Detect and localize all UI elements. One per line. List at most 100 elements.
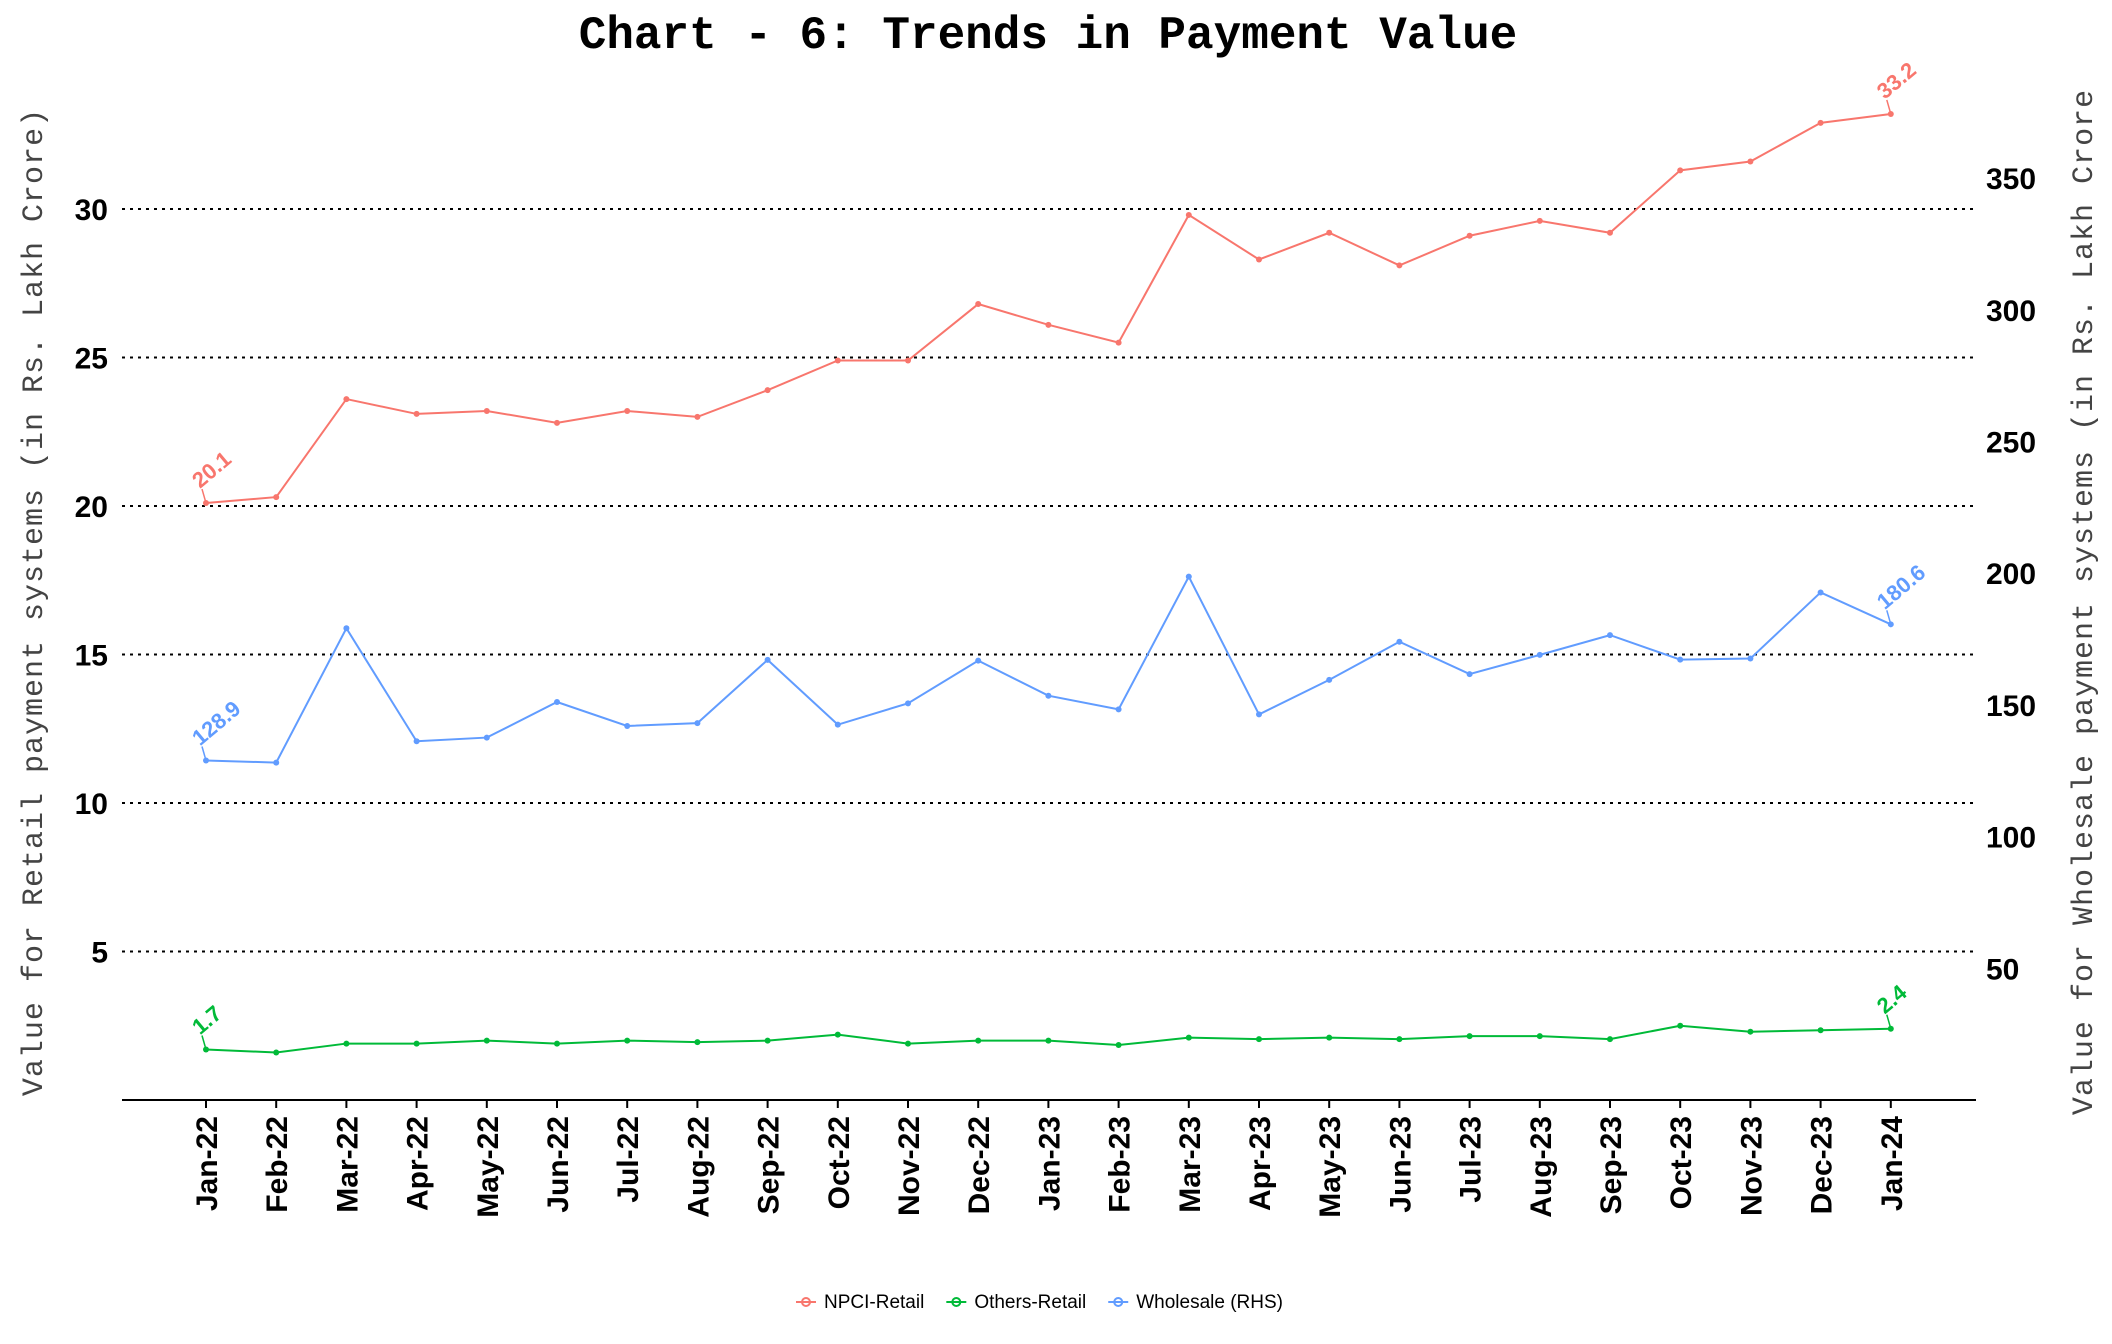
data-point [905, 357, 911, 364]
data-label: 128.9 [187, 696, 245, 751]
data-point [413, 410, 420, 417]
x-tick-label: Apr-23 [1244, 1116, 1277, 1211]
data-point [1185, 1034, 1192, 1041]
data-point [554, 699, 560, 706]
x-tick-label: Nov-22 [893, 1116, 926, 1216]
x-tick-label: Feb-23 [1104, 1116, 1137, 1213]
data-point [554, 419, 560, 426]
series-wholesale-rhs-: 128.9 180.6 [187, 560, 1930, 766]
legend-label: Wholesale (RHS) [1136, 1292, 1283, 1313]
data-point [624, 722, 631, 729]
label-leader [1886, 99, 1892, 115]
series-npci-retail: 20.1 33.2 [187, 57, 1921, 507]
left-axis-ticks: 5 10 15 20 25 30 [75, 194, 108, 970]
data-point [1536, 217, 1543, 224]
series-line [205, 112, 1891, 505]
x-tick-label: Jul-23 [1455, 1116, 1488, 1203]
data-point [905, 700, 911, 707]
data-point [834, 721, 841, 728]
right-tick-label: 100 [1986, 822, 2036, 855]
chart-title: Chart - 6: Trends in Payment Value [579, 10, 1518, 62]
x-tick-label: Dec-23 [1806, 1116, 1839, 1214]
data-point [1466, 1033, 1473, 1040]
data-point [343, 625, 350, 632]
x-axis-ticks: Jan-22 Feb-22 Mar-22 Apr-22 May-22 Jun-22 Jul-… [191, 1100, 1909, 1218]
data-point [413, 1040, 420, 1047]
data-point [1396, 262, 1403, 269]
x-tick-label: Dec-22 [963, 1116, 996, 1214]
data-point [483, 407, 490, 414]
data-point [1607, 229, 1613, 236]
data-point [1185, 211, 1192, 218]
label-leader [201, 488, 207, 504]
data-point [764, 387, 771, 394]
right-tick-label: 350 [1986, 163, 2036, 196]
data-point [1466, 671, 1473, 678]
data-point [1185, 573, 1192, 580]
data-point [1115, 1042, 1122, 1049]
x-tick-label: May-22 [472, 1116, 505, 1218]
legend-item: Others-Retail [946, 1292, 1086, 1313]
data-point [764, 1037, 771, 1044]
x-tick-label: Aug-23 [1525, 1116, 1558, 1218]
left-tick-label: 20 [75, 491, 108, 524]
data-label: 33.2 [1872, 57, 1921, 104]
data-point [1045, 692, 1052, 699]
series-layer: 20.1 33.2 1.7 2.4 128.9 180.6 [187, 57, 1930, 1056]
left-tick-label: 15 [75, 640, 108, 673]
x-tick-label: Jul-22 [612, 1116, 645, 1203]
data-point [1677, 1022, 1684, 1029]
label-leader [201, 746, 207, 761]
data-point [1817, 1027, 1824, 1034]
right-tick-label: 250 [1986, 427, 2036, 460]
x-tick-label: Oct-22 [823, 1116, 856, 1209]
data-point [1607, 1036, 1613, 1043]
right-tick-label: 200 [1986, 558, 2036, 591]
right-axis-ticks: 50 100 150 200 250 300 350 [1986, 163, 2036, 986]
data-point [694, 1039, 701, 1046]
left-tick-label: 5 [91, 937, 108, 970]
data-point [1396, 1036, 1403, 1043]
data-point [1326, 1034, 1333, 1041]
legend-swatch-marker [801, 1297, 811, 1307]
data-point [694, 413, 701, 420]
x-tick-label: Sep-22 [753, 1116, 786, 1214]
data-point [624, 1037, 631, 1044]
x-tick-label: May-23 [1314, 1116, 1347, 1218]
data-point [1677, 656, 1684, 663]
legend-item: NPCI-Retail [796, 1292, 924, 1313]
data-point [1747, 158, 1754, 165]
left-tick-label: 10 [75, 788, 108, 821]
data-label: 1.7 [187, 1001, 227, 1040]
x-tick-label: Jun-22 [542, 1116, 575, 1213]
legend-label: NPCI-Retail [824, 1292, 924, 1313]
data-point [1256, 711, 1262, 718]
data-label: 2.4 [1872, 979, 1912, 1018]
data-point [764, 656, 771, 663]
data-label: 20.1 [187, 446, 236, 493]
x-tick-label: Nov-23 [1735, 1116, 1768, 1216]
data-point [343, 1040, 350, 1047]
data-point [694, 720, 701, 727]
x-tick-label: Oct-23 [1665, 1116, 1698, 1209]
x-tick-label: Jan-24 [1876, 1116, 1909, 1211]
data-point [413, 738, 420, 745]
x-tick-label: Feb-22 [261, 1116, 294, 1213]
data-point [1677, 167, 1684, 174]
data-point [273, 759, 280, 766]
data-point [624, 407, 631, 414]
data-point [1115, 339, 1122, 346]
legend-swatch-marker [1113, 1297, 1124, 1307]
data-point [483, 734, 490, 741]
legend: NPCI-Retail Others-Retail Wholesale (RHS) [796, 1292, 1283, 1313]
data-point [1747, 1028, 1754, 1035]
x-tick-label: Mar-22 [331, 1116, 364, 1213]
data-point [1256, 256, 1262, 263]
series-others-retail: 1.7 2.4 [187, 979, 1912, 1056]
data-point [834, 357, 841, 364]
data-point [1045, 1037, 1052, 1044]
data-label: 180.6 [1872, 560, 1930, 615]
label-leader [1886, 1014, 1892, 1029]
right-tick-label: 300 [1986, 295, 2036, 328]
data-point [483, 1037, 490, 1044]
